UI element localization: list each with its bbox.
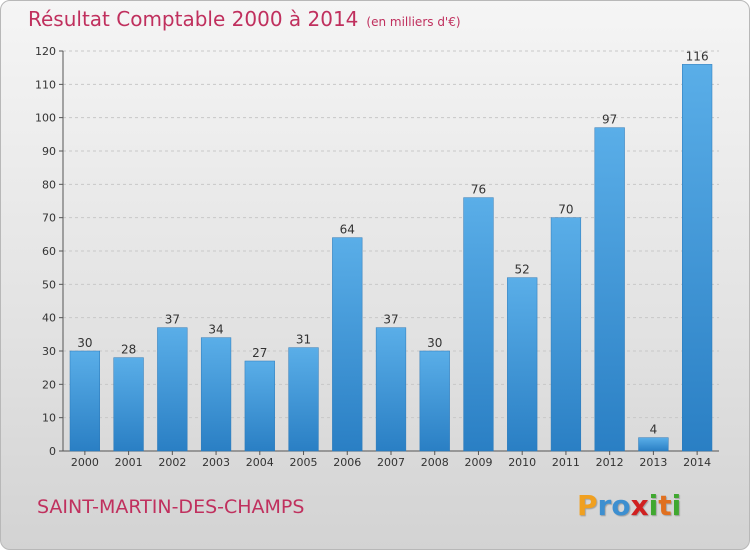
proxiti-logo: Proxiti [577, 489, 681, 522]
y-tick-label: 30 [42, 345, 56, 358]
bar [463, 197, 494, 452]
bar [157, 327, 188, 452]
y-tick-label: 0 [49, 445, 56, 458]
chart-title: Résultat Comptable 2000 à 2014 (en millie… [28, 7, 461, 31]
bar-value-label: 34 [208, 323, 223, 337]
x-tick-label: 2006 [333, 456, 361, 469]
y-tick-label: 120 [35, 45, 56, 58]
bar-value-label: 76 [471, 183, 486, 197]
logo-letter: i [648, 489, 659, 522]
bar [550, 217, 582, 452]
logo-letter: x [630, 489, 649, 522]
y-tick-label: 80 [42, 178, 56, 191]
bar-value-label: 116 [686, 49, 709, 63]
x-tick-label: 2010 [508, 456, 536, 469]
y-tick-label: 10 [42, 412, 56, 425]
bar-value-label: 37 [383, 313, 398, 327]
logo-letter: t [658, 489, 672, 522]
x-tick-label: 2013 [639, 456, 667, 469]
logo-letter: i [671, 489, 682, 522]
logo-letter: o [611, 489, 631, 522]
y-tick-label: 40 [42, 312, 56, 325]
bar-value-label: 27 [252, 346, 267, 360]
bar-value-label: 64 [340, 223, 355, 237]
bar [638, 437, 669, 452]
bar-value-label: 30 [427, 336, 442, 350]
bar-value-label: 52 [515, 263, 530, 277]
bar [244, 360, 275, 452]
bar-value-label: 28 [121, 343, 136, 357]
chart-subtitle: (en milliers d'€) [366, 15, 461, 29]
y-tick-label: 100 [35, 112, 56, 125]
bar [419, 350, 450, 452]
x-tick-label: 2011 [552, 456, 580, 469]
bar [332, 237, 363, 452]
chart-title-text: Résultat Comptable 2000 à 2014 [28, 7, 359, 31]
x-tick-label: 2005 [290, 456, 318, 469]
bar [375, 327, 407, 452]
y-tick-label: 90 [42, 145, 56, 158]
x-tick-label: 2003 [202, 456, 230, 469]
logo-letter: P [577, 489, 598, 522]
bar-value-label: 97 [602, 113, 617, 127]
bar-value-label: 70 [558, 203, 573, 217]
bar [200, 337, 232, 452]
bar-value-label: 31 [296, 333, 311, 347]
y-tick-label: 70 [42, 212, 56, 225]
bar [594, 127, 625, 452]
x-tick-label: 2014 [683, 456, 711, 469]
x-tick-label: 2008 [421, 456, 449, 469]
x-tick-label: 2009 [464, 456, 492, 469]
bar [682, 64, 713, 452]
town-name: SAINT-MARTIN-DES-CHAMPS [37, 496, 305, 518]
bar [288, 347, 319, 452]
x-tick-label: 2000 [71, 456, 99, 469]
bar-value-label: 30 [77, 336, 92, 350]
bar [507, 277, 538, 452]
bar-value-label: 37 [165, 313, 180, 327]
bar [69, 350, 100, 452]
x-tick-label: 2002 [158, 456, 186, 469]
x-tick-label: 2001 [115, 456, 143, 469]
y-tick-label: 110 [35, 78, 56, 91]
x-tick-label: 2004 [246, 456, 274, 469]
bar-value-label: 4 [650, 423, 658, 437]
bar [113, 357, 144, 452]
y-tick-label: 50 [42, 278, 56, 291]
x-tick-label: 2007 [377, 456, 405, 469]
logo-letter: r [597, 489, 612, 522]
x-tick-label: 2012 [596, 456, 624, 469]
y-tick-label: 60 [42, 245, 56, 258]
y-tick-label: 20 [42, 378, 56, 391]
